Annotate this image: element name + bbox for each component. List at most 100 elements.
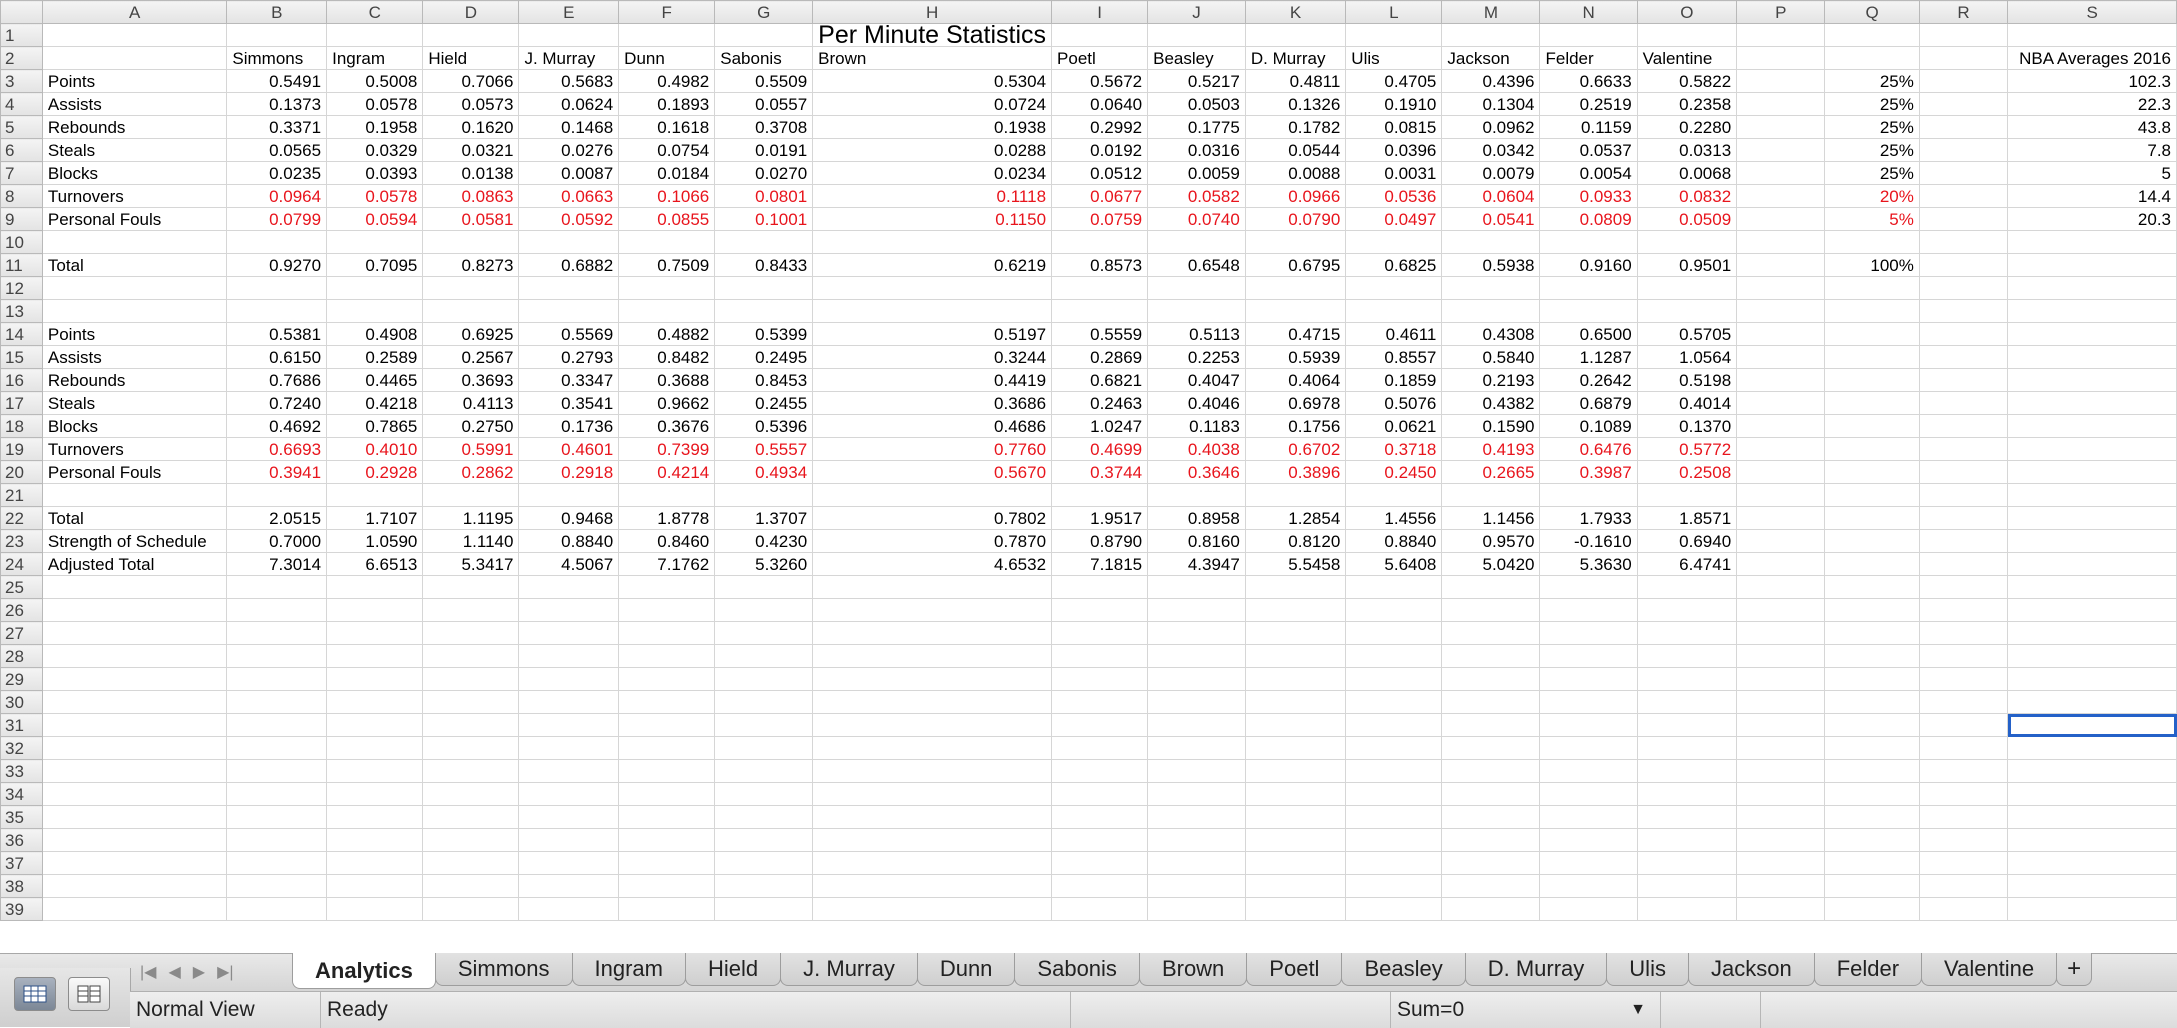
cell[interactable] [1918, 23, 2009, 47]
cell[interactable] [1824, 322, 1920, 346]
cell[interactable]: 7.1815 [1051, 552, 1149, 576]
stat-label[interactable]: Blocks [41, 414, 228, 438]
cell[interactable] [518, 575, 620, 599]
cell[interactable]: 0.4715 [1244, 322, 1347, 346]
cell[interactable] [1244, 782, 1347, 806]
cell[interactable]: 0.3744 [1051, 460, 1149, 484]
cell[interactable] [1918, 828, 2009, 852]
cell[interactable] [1244, 598, 1347, 622]
cell[interactable] [1441, 782, 1541, 806]
column-header-B[interactable]: B [226, 0, 328, 24]
cell[interactable] [2007, 253, 2177, 277]
cell[interactable] [422, 23, 520, 47]
stat-label[interactable]: Personal Fouls [41, 460, 228, 484]
cell[interactable] [1539, 598, 1638, 622]
cell[interactable] [1539, 874, 1638, 898]
column-header-P[interactable]: P [1736, 0, 1826, 24]
cell[interactable] [422, 276, 520, 300]
cell[interactable] [618, 483, 716, 507]
cell[interactable] [618, 897, 716, 921]
cell[interactable]: 0.9662 [618, 391, 716, 415]
cell[interactable]: 0.2519 [1539, 92, 1638, 116]
cell[interactable]: 25% [1824, 92, 1920, 116]
cell[interactable]: 0.9160 [1539, 253, 1638, 277]
cell[interactable]: 1.8778 [618, 506, 716, 530]
sheet-tab[interactable]: Poetl [1246, 953, 1343, 986]
cell[interactable] [226, 644, 328, 668]
prev-sheet-icon[interactable]: ◀ [168, 964, 181, 981]
cell[interactable] [2007, 529, 2177, 553]
cell[interactable] [41, 598, 228, 622]
cell[interactable] [714, 276, 814, 300]
cell[interactable] [812, 621, 1053, 645]
column-header-M[interactable]: M [1441, 0, 1541, 24]
cell[interactable]: 0.0054 [1539, 161, 1638, 185]
cell[interactable]: 0.5399 [714, 322, 814, 346]
cell[interactable]: 1.8571 [1636, 506, 1738, 530]
cell[interactable] [1147, 851, 1246, 875]
cell[interactable]: 0.0321 [422, 138, 520, 162]
cell[interactable] [714, 667, 814, 691]
cell[interactable]: 0.0855 [618, 207, 716, 231]
cell[interactable] [618, 598, 716, 622]
cell[interactable] [226, 23, 328, 47]
cell[interactable] [1918, 138, 2009, 162]
cell[interactable]: 0.6795 [1244, 253, 1347, 277]
cell[interactable]: 0.8433 [714, 253, 814, 277]
cell[interactable] [1918, 253, 2009, 277]
cell[interactable]: 0.0288 [812, 138, 1053, 162]
cell[interactable] [1244, 230, 1347, 254]
cell[interactable]: 0.4396 [1441, 69, 1541, 93]
next-sheet-icon[interactable]: ▶ [192, 964, 206, 981]
cell[interactable] [226, 598, 328, 622]
cell[interactable] [812, 713, 1053, 737]
cell[interactable]: 0.0342 [1441, 138, 1541, 162]
cell[interactable] [1051, 759, 1149, 783]
cell[interactable] [1244, 874, 1347, 898]
cell[interactable]: 0.3708 [714, 115, 814, 139]
cell[interactable] [1918, 736, 2009, 760]
cell[interactable] [1736, 897, 1826, 921]
cell[interactable]: 0.4010 [326, 437, 424, 461]
cell[interactable]: 0.0581 [422, 207, 520, 231]
stat-label[interactable]: Assists [41, 345, 228, 369]
cell[interactable] [2007, 437, 2177, 461]
cell[interactable]: 0.0964 [226, 184, 328, 208]
cell[interactable] [1345, 230, 1443, 254]
cell[interactable] [1918, 690, 2009, 714]
cell[interactable]: 0.3371 [226, 115, 328, 139]
cell[interactable] [2007, 736, 2177, 760]
cell[interactable] [422, 782, 520, 806]
cell[interactable]: 0.4193 [1441, 437, 1541, 461]
cell[interactable] [1147, 874, 1246, 898]
cell[interactable]: -0.1610 [1539, 529, 1638, 553]
cell[interactable] [1244, 736, 1347, 760]
row-header[interactable]: 3 [0, 69, 43, 93]
cell[interactable] [226, 621, 328, 645]
cell[interactable]: 0.4064 [1244, 368, 1347, 392]
cell[interactable] [1051, 575, 1149, 599]
cell[interactable] [1147, 759, 1246, 783]
cell[interactable]: 0.8557 [1345, 345, 1443, 369]
total-label[interactable]: Total [41, 253, 228, 277]
column-header-G[interactable]: G [714, 0, 814, 24]
row-header[interactable]: 36 [0, 828, 43, 852]
cell[interactable] [226, 483, 328, 507]
cell[interactable]: 0.6882 [518, 253, 620, 277]
cell[interactable] [1636, 851, 1738, 875]
cell[interactable] [1345, 782, 1443, 806]
cell[interactable] [1824, 736, 1920, 760]
row-header[interactable]: 37 [0, 851, 43, 875]
cell[interactable] [226, 276, 328, 300]
cell[interactable]: 0.6476 [1539, 437, 1638, 461]
cell[interactable]: 102.3 [2007, 69, 2177, 93]
cell[interactable] [1824, 506, 1920, 530]
cell[interactable] [1824, 276, 1920, 300]
row-header[interactable]: 18 [0, 414, 43, 438]
cell[interactable] [812, 483, 1053, 507]
cell[interactable]: 5.0420 [1441, 552, 1541, 576]
column-header-R[interactable]: R [1918, 0, 2009, 24]
cell[interactable] [1147, 828, 1246, 852]
cell[interactable] [812, 759, 1053, 783]
cell[interactable] [41, 851, 228, 875]
